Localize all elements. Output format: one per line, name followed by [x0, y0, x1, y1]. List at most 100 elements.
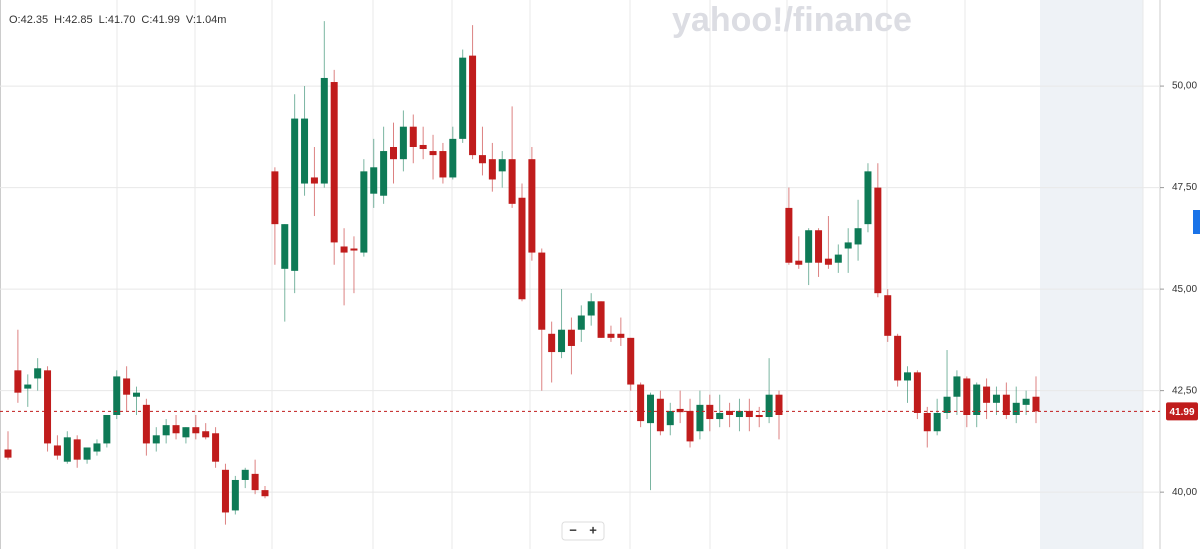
- candle-body: [834, 254, 842, 263]
- candle-body: [439, 151, 447, 178]
- candle-body: [182, 427, 190, 438]
- candle-body: [904, 372, 911, 381]
- candle-body: [666, 410, 674, 426]
- info-item: C:41.99: [141, 14, 180, 26]
- candle-body: [815, 230, 823, 263]
- candle-body: [281, 224, 289, 269]
- candle-body: [726, 410, 734, 415]
- candle-body: [923, 412, 931, 432]
- candle-body: [913, 372, 921, 413]
- candle-body: [528, 159, 536, 253]
- candle-body: [291, 118, 299, 271]
- v-grid: [116, 0, 1144, 549]
- candle-body: [617, 333, 625, 338]
- candle-body: [469, 55, 477, 156]
- candle-body: [518, 197, 526, 300]
- candle-body: [637, 384, 645, 422]
- candle-body: [449, 138, 457, 178]
- candle-body: [844, 242, 852, 249]
- candle-body: [587, 301, 595, 316]
- candle-body: [162, 425, 170, 436]
- candle-body: [963, 378, 971, 415]
- candle-body: [73, 439, 81, 460]
- candle-body: [508, 159, 516, 204]
- y-tick-label: 42,50: [1172, 385, 1197, 396]
- candle-body: [824, 258, 832, 265]
- info-item: H:42.85: [54, 14, 93, 26]
- candle-body: [113, 376, 121, 415]
- candle-body: [24, 384, 32, 389]
- candle-body: [53, 445, 61, 456]
- side-tab[interactable]: [1193, 210, 1200, 234]
- candle-body: [261, 490, 269, 497]
- candle-body: [567, 329, 575, 346]
- candle-body: [983, 386, 991, 403]
- candle-body: [805, 230, 813, 263]
- candle-body: [765, 394, 773, 418]
- candle-body: [14, 370, 22, 393]
- candle-body: [221, 469, 229, 513]
- candle-body: [538, 252, 546, 330]
- candle-body: [943, 396, 951, 413]
- candle-body: [1012, 402, 1020, 415]
- candle-body: [478, 155, 486, 164]
- candle-body: [864, 171, 872, 225]
- candle-body: [716, 412, 724, 420]
- candle-body: [992, 394, 1000, 403]
- zoom-in[interactable]: +: [589, 522, 597, 537]
- info-item: V:1.04m: [186, 14, 227, 26]
- candle-body: [706, 404, 714, 420]
- candle-body: [380, 151, 388, 196]
- candle-body: [152, 435, 160, 444]
- candle-body: [775, 394, 783, 415]
- y-tick-label: 47,50: [1172, 182, 1197, 193]
- candle-body: [390, 146, 397, 160]
- candle-body: [103, 414, 111, 444]
- candle-body: [607, 333, 615, 338]
- candle-body: [83, 447, 91, 460]
- candle-body: [409, 126, 417, 147]
- candle-body: [301, 118, 309, 184]
- candle-body: [429, 151, 437, 156]
- candle-body: [894, 335, 902, 381]
- candle-body: [251, 473, 259, 491]
- candle-body: [548, 333, 556, 353]
- candle-body: [123, 378, 131, 395]
- last-price-label: 41.99: [1169, 407, 1194, 418]
- candle-body: [498, 159, 506, 172]
- candle-body: [370, 167, 378, 194]
- candle-body: [172, 425, 180, 434]
- candle-body: [933, 412, 941, 432]
- candle-body: [360, 171, 368, 253]
- candle-body: [1032, 396, 1040, 412]
- candle-body: [241, 469, 249, 480]
- candle-body: [1002, 394, 1010, 415]
- candle-body: [745, 410, 753, 418]
- candle-body: [735, 410, 743, 418]
- y-tick-label: 40,00: [1172, 487, 1197, 498]
- candle-body: [656, 398, 664, 432]
- candle-body: [755, 414, 763, 418]
- candle-body: [34, 368, 42, 379]
- info-bar: O:42.35 H:42.85 L:41.70 C:41.99 V:1.04m: [9, 14, 226, 26]
- future-area: [1040, 0, 1143, 549]
- info-item: O:42.35: [9, 14, 48, 26]
- candle-body: [874, 187, 882, 294]
- watermark: yahoo!/finance: [672, 1, 912, 39]
- zoom-out[interactable]: −: [569, 522, 577, 537]
- info-item: L:41.70: [99, 14, 136, 26]
- candle-body: [231, 479, 239, 511]
- candle-body: [884, 295, 892, 336]
- candle-body: [973, 384, 981, 415]
- candle-body: [133, 392, 140, 397]
- y-tick-label: 45,00: [1172, 284, 1197, 295]
- candle-body: [142, 404, 150, 444]
- candle-body: [350, 248, 358, 251]
- candle-body: [202, 431, 210, 438]
- candle-body: [558, 329, 566, 353]
- candle-body: [320, 77, 328, 184]
- last-price-box: [1166, 402, 1198, 421]
